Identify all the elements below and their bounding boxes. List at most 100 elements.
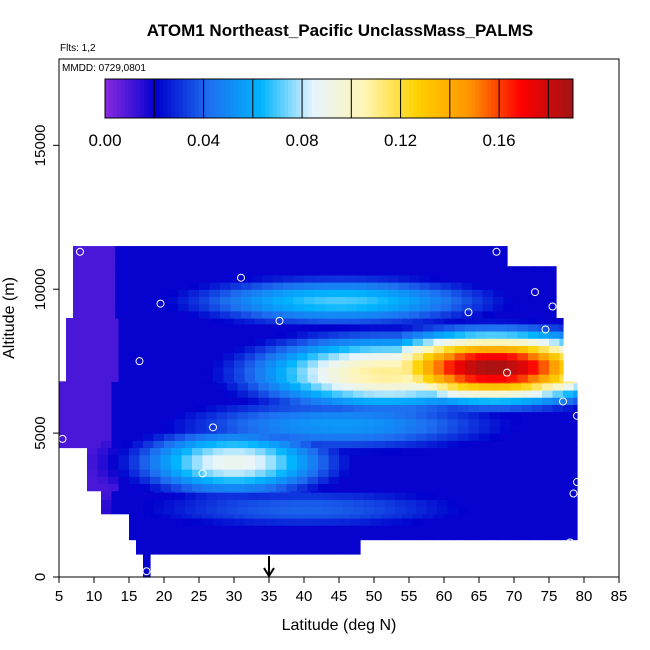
heat-cell-1017 xyxy=(384,397,396,405)
heat-cell-85 xyxy=(517,532,529,541)
colorbar-segment-5 xyxy=(124,79,129,118)
heat-cell-1265 xyxy=(391,366,403,375)
heat-cell-990 xyxy=(101,397,113,405)
heat-cell-273 xyxy=(174,499,186,508)
heat-cell-334 xyxy=(332,492,344,500)
heat-cell-277 xyxy=(216,499,228,508)
heat-cell-1442 xyxy=(234,338,246,346)
heat-cell-2089 xyxy=(272,246,284,253)
heat-cell-1681 xyxy=(251,303,263,312)
colorbar-segment-16 xyxy=(167,79,172,118)
heat-cell-2088 xyxy=(262,246,274,253)
heat-cell-648 xyxy=(181,447,193,456)
heat-cell-155 xyxy=(349,518,361,526)
heat-cell-802 xyxy=(227,425,239,434)
heat-cell-243 xyxy=(342,506,354,515)
heat-cell-1501 xyxy=(349,330,361,339)
heat-cell-757 xyxy=(279,433,291,441)
heat-cell-526 xyxy=(381,469,393,477)
colorbar-segment-116 xyxy=(557,79,562,118)
heat-cell-1088 xyxy=(80,382,92,391)
heat-cell-741 xyxy=(111,433,123,441)
heat-cell-995 xyxy=(153,397,165,405)
heat-cell-2024 xyxy=(472,259,484,267)
heat-cell-1733 xyxy=(314,296,326,305)
heat-cell-503 xyxy=(139,469,151,477)
heat-cell-1454 xyxy=(360,338,372,346)
heat-cell-1710 xyxy=(73,296,85,305)
heat-cell-149 xyxy=(286,518,298,526)
heat-cell-2007 xyxy=(293,259,305,267)
heat-cell-632 xyxy=(507,454,519,463)
heat-cell-1351 xyxy=(286,352,298,361)
heat-cell-1062 xyxy=(332,389,344,398)
heat-cell-345 xyxy=(447,492,459,500)
heat-cell-1215 xyxy=(370,374,382,382)
heat-cell-1009 xyxy=(300,397,312,405)
heat-cell-80 xyxy=(465,532,477,541)
heat-cell-1069 xyxy=(405,389,417,398)
heat-cell-1338 xyxy=(150,352,162,361)
heat-cell-552 xyxy=(160,461,172,470)
heat-cell-1678 xyxy=(220,303,232,312)
heat-cell-636 xyxy=(549,454,561,463)
heat-cell-428 xyxy=(339,483,351,492)
heat-cell-649 xyxy=(192,447,204,456)
heat-cell-853 xyxy=(237,418,249,427)
heat-cell-1865 xyxy=(251,274,263,283)
heat-cell-1242 xyxy=(150,366,162,375)
heat-cell-638 xyxy=(570,454,578,463)
heat-cell-387 xyxy=(405,490,417,493)
heat-cell-372 xyxy=(248,490,260,493)
colorbar-segment-110 xyxy=(534,79,539,118)
heat-cell-531 xyxy=(433,469,445,477)
heat-cell-1264 xyxy=(381,366,393,375)
heat-cell-1925 xyxy=(398,267,410,276)
sample-point-8 xyxy=(275,316,284,325)
heat-cell-115 xyxy=(381,525,393,533)
heat-cell-1887 xyxy=(482,274,494,283)
colorbar-tick-label-1: 0.04 xyxy=(187,131,220,150)
heat-cell-1238 xyxy=(108,366,120,375)
heat-cell-999 xyxy=(195,397,207,405)
heat-cell-1795 xyxy=(482,289,494,298)
heat-cell-726 xyxy=(479,440,491,449)
heat-cell-1427 xyxy=(76,338,88,346)
heat-cell-616 xyxy=(339,454,351,463)
heat-cell-1589 xyxy=(265,318,277,325)
heat-cell-786 xyxy=(59,425,71,434)
heat-cell-1302 xyxy=(276,359,288,368)
heat-cell-1792 xyxy=(451,289,463,298)
heat-cell-310 xyxy=(563,499,575,508)
heat-cell-847 xyxy=(174,418,186,427)
heat-cell-812 xyxy=(332,425,344,434)
heat-cell-281 xyxy=(258,499,270,508)
heat-cell-452 xyxy=(97,476,109,485)
heat-cell-2003 xyxy=(251,259,263,267)
heat-cell-1011 xyxy=(321,397,333,405)
heat-cell-919 xyxy=(405,411,417,420)
heat-cell-1995 xyxy=(167,259,179,267)
heat-cell-895 xyxy=(153,411,165,420)
heat-cell-1978 xyxy=(472,266,484,269)
heat-cell-935 xyxy=(573,411,578,420)
heat-cell-1788 xyxy=(409,289,421,298)
heat-cell-2079 xyxy=(167,246,179,253)
heat-cell-217 xyxy=(549,513,561,519)
heat-cell-362 xyxy=(143,490,155,493)
heat-cell-1621 xyxy=(104,310,116,319)
heat-cell-698 xyxy=(185,440,197,449)
colorbar-segment-119 xyxy=(569,79,574,118)
heat-cell-1055 xyxy=(258,389,270,398)
heat-cell-1436 xyxy=(171,338,183,346)
heat-cell-994 xyxy=(143,397,155,405)
heat-cell-1459 xyxy=(412,338,424,346)
heat-cell-1116 xyxy=(374,382,386,391)
colorbar-segment-18 xyxy=(175,79,180,118)
heat-cell-1447 xyxy=(286,338,298,346)
heat-cell-1198 xyxy=(192,374,204,382)
colorbar-segment-78 xyxy=(409,79,414,118)
heat-cell-2082 xyxy=(199,246,211,253)
heat-cell-121 xyxy=(444,525,456,533)
heat-cell-749 xyxy=(195,433,207,441)
